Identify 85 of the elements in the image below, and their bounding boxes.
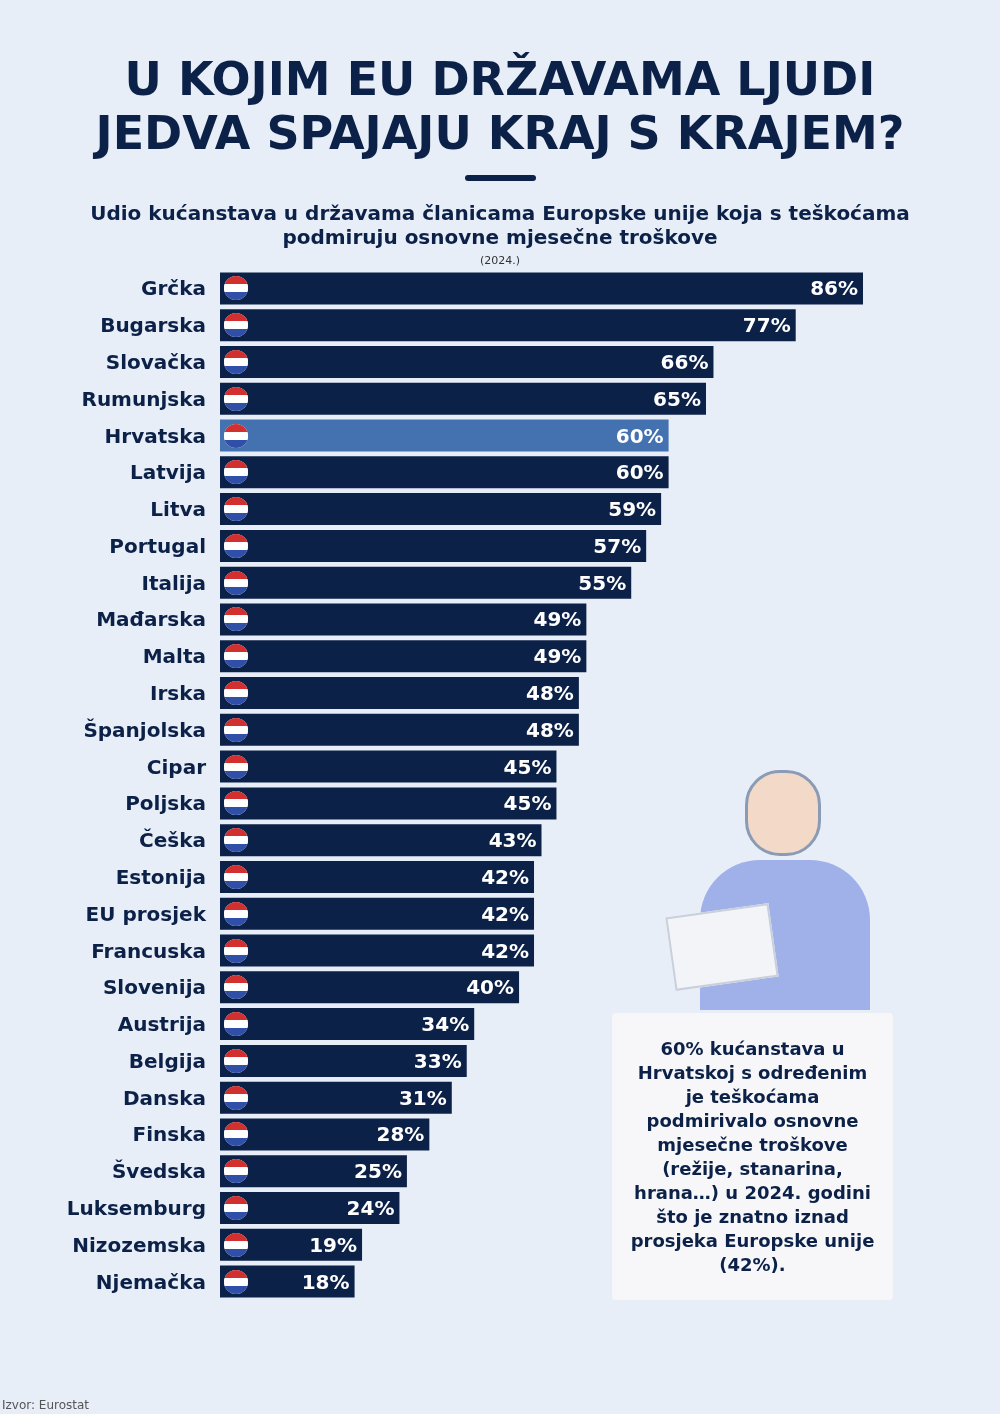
- y-tick-label: Latvija: [129, 460, 206, 485]
- y-tick-label: Njemačka: [95, 1269, 206, 1294]
- data-label: 57%: [593, 533, 642, 558]
- bar: [220, 529, 647, 562]
- y-tick-label: Cipar: [146, 754, 207, 779]
- y-tick-label: Francuska: [91, 938, 206, 963]
- y-tick-label: Italija: [141, 570, 206, 595]
- bar: [220, 713, 579, 746]
- bar: [220, 640, 587, 673]
- data-label: 42%: [481, 864, 530, 889]
- data-label: 28%: [376, 1122, 425, 1147]
- y-tick-label: Grčka: [141, 276, 206, 301]
- bar: [220, 677, 579, 710]
- data-label: 45%: [503, 791, 552, 816]
- data-label: 86%: [810, 276, 858, 301]
- data-label: 59%: [608, 497, 657, 522]
- y-tick-label: Austrija: [117, 1012, 206, 1037]
- y-tick-label: Belgija: [128, 1048, 206, 1073]
- data-label: 49%: [533, 607, 582, 632]
- data-label: 31%: [398, 1085, 447, 1110]
- y-tick-label: Španjolska: [83, 717, 206, 742]
- y-tick-label: Češka: [139, 828, 206, 853]
- data-label: 40%: [466, 975, 515, 1000]
- y-tick-label: Luksemburg: [66, 1196, 206, 1221]
- bar: [220, 345, 714, 378]
- bar: [220, 493, 662, 526]
- data-label: 48%: [526, 717, 574, 742]
- chart-title: U KOJIM EU DRŽAVAMA LJUDI JEDVA SPAJAJU KRAJ S KRAJEM?: [92, 52, 906, 160]
- bar: [220, 309, 796, 342]
- bar: [220, 603, 587, 636]
- bar: [220, 419, 669, 452]
- bar: [220, 897, 535, 930]
- data-label: 42%: [481, 938, 530, 963]
- y-tick-label: Irska: [149, 681, 206, 706]
- y-tick-label: Slovačka: [105, 349, 206, 374]
- text: Izvor: Eurostat: [2, 1398, 90, 1412]
- data-label: 24%: [346, 1196, 395, 1221]
- bar: [220, 750, 557, 783]
- y-tick-label: Estonija: [115, 864, 206, 889]
- bar: [220, 1118, 430, 1151]
- data-label: 77%: [742, 313, 791, 338]
- data-label: 49%: [533, 644, 582, 669]
- y-tick-label: Hrvatska: [104, 423, 206, 448]
- y-tick-label: Litva: [150, 497, 206, 522]
- y-tick-label: Finska: [132, 1122, 206, 1147]
- y-tick-label: Poljska: [125, 791, 206, 816]
- bar: [220, 934, 535, 967]
- bar: [220, 971, 520, 1004]
- data-label: 66%: [660, 349, 709, 374]
- data-label: 55%: [578, 570, 627, 595]
- text: (2024.): [478, 254, 522, 267]
- y-tick-label: Slovenija: [102, 975, 206, 1000]
- bar: [220, 860, 535, 893]
- y-tick-label: Švedska: [111, 1159, 206, 1184]
- bar: [220, 1081, 452, 1114]
- chart-subtitle: Udio kućanstava u državama članicama Europske unije koja s teškoćama podmiruju osnovne mjesečne troškove: [89, 201, 911, 249]
- data-label: 60%: [615, 460, 664, 485]
- y-tick-label: Danska: [122, 1085, 206, 1110]
- data-label: 34%: [421, 1012, 470, 1037]
- y-tick-label: Portugal: [109, 533, 206, 558]
- data-label: 48%: [526, 681, 574, 706]
- y-tick-label: Nizozemska: [72, 1232, 206, 1257]
- data-label: 25%: [354, 1159, 402, 1184]
- data-label: 43%: [488, 828, 537, 853]
- data-label: 45%: [503, 754, 552, 779]
- data-label: 19%: [309, 1232, 358, 1257]
- bar: [220, 1044, 467, 1077]
- data-label: 65%: [653, 386, 701, 411]
- bar: [220, 824, 542, 857]
- y-tick-label: Malta: [142, 644, 206, 669]
- bar: [220, 382, 706, 415]
- bar: [220, 272, 863, 305]
- data-label: 60%: [615, 423, 664, 448]
- y-tick-label: EU prosjek: [85, 901, 207, 926]
- data-label: 42%: [481, 901, 530, 926]
- text: 60% kućanstava u Hrvatskoj s određenim je teškoćama podmirivalo osnovne mjesečne troškove (režije, stanarina, hrana…) u 2024. godini što je znatno iznad prosjeka Europske unije (42%).: [630, 1038, 875, 1275]
- data-label: 18%: [301, 1269, 350, 1294]
- data-label: 33%: [413, 1048, 462, 1073]
- bar: [220, 456, 669, 489]
- bar: [220, 787, 557, 820]
- bar: [220, 1008, 475, 1041]
- y-tick-label: Mađarska: [96, 607, 206, 632]
- y-tick-label: Rumunjska: [81, 386, 206, 411]
- bar: [220, 566, 632, 599]
- y-tick-label: Bugarska: [100, 313, 206, 338]
